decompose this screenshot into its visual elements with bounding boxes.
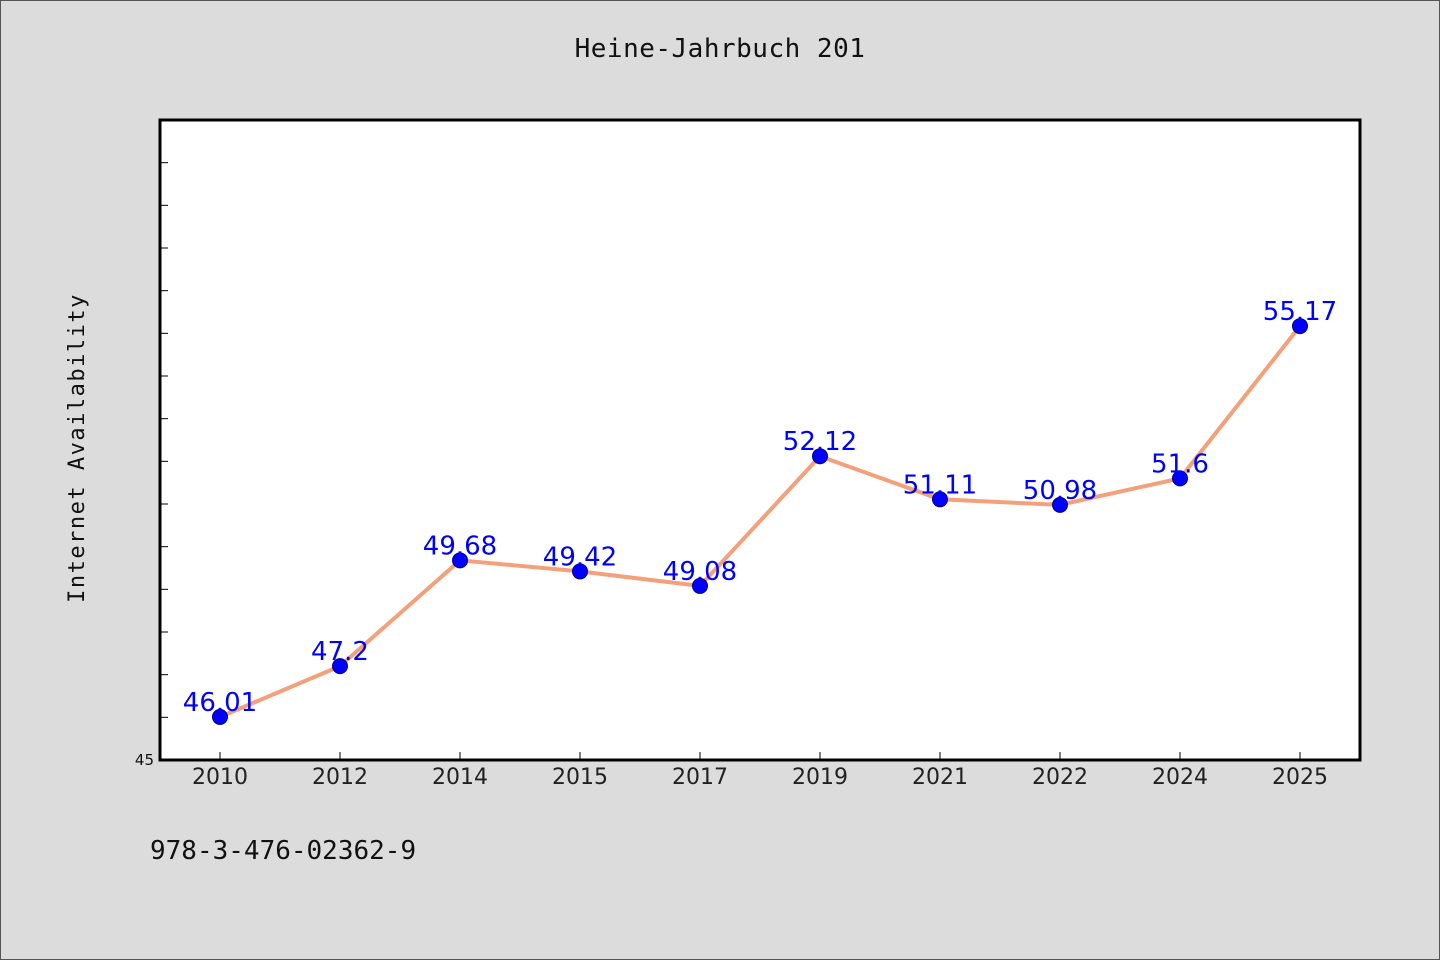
x-tick-label: 2019 [792, 765, 848, 790]
x-tick-label: 2010 [192, 765, 248, 790]
data-label: 49.68 [423, 531, 497, 561]
x-axis-tick-labels: 2010 2012 2014 2015 2017 2019 2021 2022 2024 2025 [192, 752, 1328, 790]
chart-title: Heine-Jahrbuch 201 [574, 34, 866, 64]
x-tick-label: 2014 [432, 765, 488, 790]
data-label: 46.01 [183, 688, 257, 718]
data-point [692, 577, 708, 594]
plot-area [158, 118, 1362, 762]
data-label: 49.42 [543, 542, 617, 572]
series-line [219, 324, 1302, 719]
data-point [212, 708, 228, 725]
data-label: 49.08 [663, 557, 737, 587]
data-point [1292, 318, 1308, 335]
y-axis-label: Internet Availability [65, 293, 90, 603]
data-point [1052, 496, 1068, 513]
data-label: 47.2 [311, 637, 369, 667]
x-tick-label: 2017 [672, 765, 728, 790]
data-label: 52.12 [783, 427, 857, 457]
data-markers [212, 318, 1308, 725]
x-tick-label: 2021 [912, 765, 968, 790]
footer-isbn: 978-3-476-02362-9 [150, 836, 417, 866]
x-tick-label: 2025 [1272, 765, 1328, 790]
data-labels: 46.01 47.2 49.68 49.42 49.08 52.12 51.11 50.98 5… [183, 297, 1337, 718]
data-label: 51.11 [903, 470, 977, 500]
data-point [1172, 470, 1188, 487]
data-point [932, 491, 948, 508]
y-tick-label: 45 [135, 751, 154, 769]
data-point [812, 448, 828, 465]
data-label: 55.17 [1263, 297, 1337, 327]
series-lines [219, 324, 1302, 719]
y-axis-ticks: 45 [135, 162, 168, 769]
x-tick-label: 2015 [552, 765, 608, 790]
data-label: 51.6 [1151, 449, 1209, 479]
x-tick-label: 2024 [1152, 765, 1208, 790]
data-label: 50.98 [1023, 476, 1097, 506]
x-tick-label: 2022 [1032, 765, 1088, 790]
data-point [572, 563, 588, 580]
x-tick-label: 2012 [312, 765, 368, 790]
data-point [452, 552, 468, 569]
data-point [332, 658, 348, 675]
